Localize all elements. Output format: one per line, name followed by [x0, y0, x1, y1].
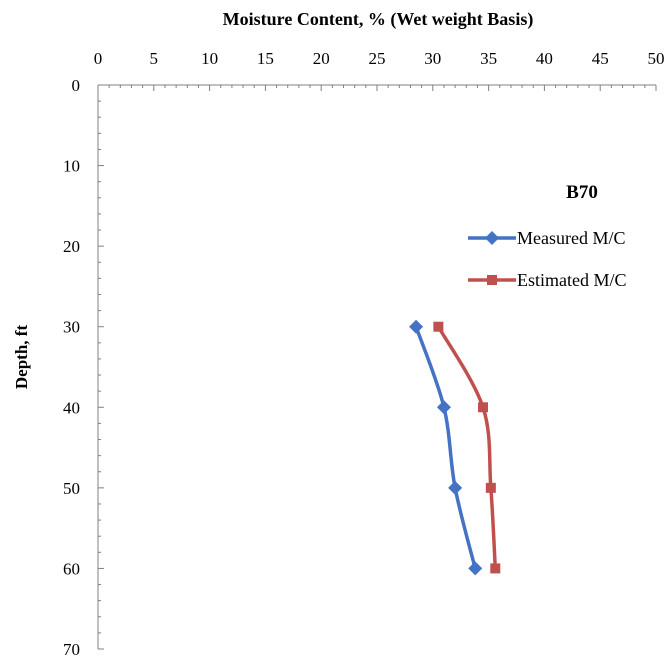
x-tick-label: 20 [313, 49, 330, 68]
y-tick-label: 30 [63, 318, 80, 337]
y-tick-label: 50 [63, 479, 80, 498]
y-tick-label: 20 [63, 237, 80, 256]
data-point-diamond [485, 231, 499, 245]
plot-area [409, 319, 501, 576]
data-point-square [490, 563, 501, 574]
y-tick-label: 40 [63, 398, 80, 417]
data-point-diamond [436, 400, 451, 415]
x-tick-label: 0 [94, 49, 103, 68]
x-tick-label: 40 [536, 49, 553, 68]
y-tick-label: 70 [63, 640, 80, 659]
axes: 0 5 10 15 20 25 30 35 40 45 50 0 10 20 30 40 50 60 70 [63, 49, 665, 659]
data-point-square [433, 321, 444, 332]
x-tick-label: 30 [424, 49, 441, 68]
x-tick-label: 50 [648, 49, 665, 68]
data-point-square [478, 402, 489, 413]
series-estimated-m-c [433, 321, 501, 574]
x-tick-label: 35 [480, 49, 497, 68]
legend-item: Estimated M/C [468, 270, 627, 290]
chart-title: B70 [566, 182, 598, 203]
legend-item: Measured M/C [468, 228, 625, 248]
data-point-square [487, 275, 497, 285]
x-tick-label: 25 [369, 49, 386, 68]
series-measured-m-c [409, 319, 483, 576]
legend: Measured M/C Estimated M/C [468, 228, 627, 290]
data-point-diamond [448, 480, 463, 495]
x-tick-label: 10 [201, 49, 218, 68]
data-point-diamond [468, 561, 483, 576]
x-tick-label: 15 [257, 49, 274, 68]
legend-label: Estimated M/C [517, 270, 627, 290]
x-axis-title: Moisture Content, % (Wet weight Basis) [223, 9, 534, 30]
y-axis-title: Depth, ft [12, 325, 31, 390]
series-line [414, 326, 477, 569]
series-line [436, 325, 498, 569]
x-tick-label: 5 [150, 49, 159, 68]
y-tick-label: 10 [63, 157, 80, 176]
y-tick-label: 60 [63, 559, 80, 578]
x-tick-label: 45 [592, 49, 609, 68]
data-point-diamond [409, 319, 424, 334]
y-tick-label: 0 [72, 76, 81, 95]
data-point-square [485, 482, 496, 493]
legend-label: Measured M/C [517, 228, 625, 248]
